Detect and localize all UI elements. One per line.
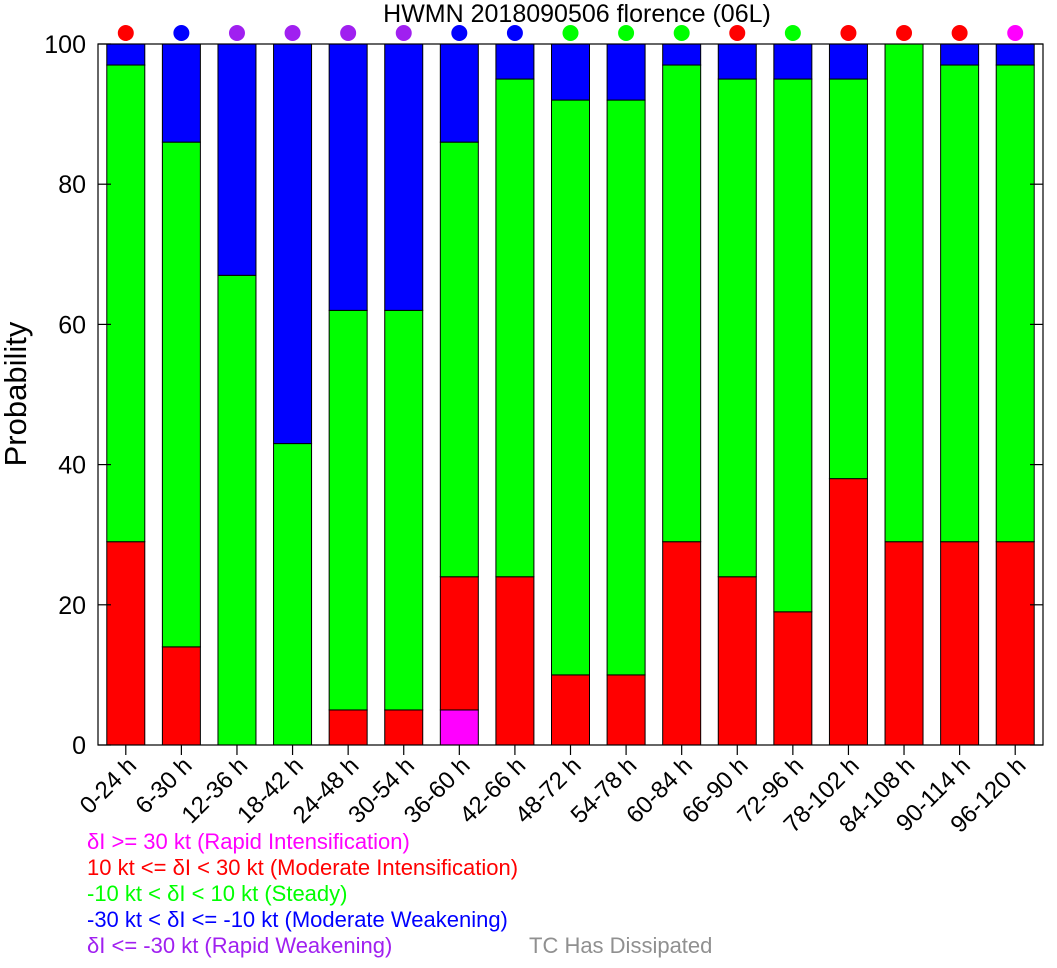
bar-segment — [995, 64, 1035, 543]
bar-segment — [828, 478, 868, 746]
bar-segment — [773, 611, 813, 746]
bar-segment — [328, 309, 368, 711]
y-tick-label: 100 — [44, 31, 86, 59]
legend-entry: δI <= -30 kt (Rapid Weakening) — [87, 933, 392, 958]
bar-segment — [439, 43, 479, 143]
top-marker — [1007, 25, 1024, 41]
bar-segment — [828, 43, 868, 80]
bar-segment — [161, 43, 201, 143]
bar-segment — [662, 43, 702, 66]
bar-segment — [106, 541, 146, 746]
top-marker — [395, 25, 412, 41]
bar-segment — [328, 43, 368, 311]
top-marker — [173, 25, 190, 41]
bar-segment — [606, 43, 646, 101]
bar-segment — [995, 541, 1035, 746]
top-marker — [562, 25, 579, 41]
legend-entry: -30 kt < δI <= -10 kt (Moderate Weakenin… — [87, 907, 508, 932]
top-marker — [951, 25, 968, 41]
legend: δI >= 30 kt (Rapid Intensification)10 kt… — [87, 829, 712, 958]
bar-segment — [828, 78, 868, 480]
top-marker — [896, 25, 913, 41]
bar-segment — [273, 43, 313, 445]
y-tick-label: 20 — [58, 592, 86, 620]
top-marker — [284, 25, 301, 41]
bar-segment — [606, 674, 646, 746]
y-tick-label: 0 — [72, 732, 86, 760]
top-marker — [840, 25, 857, 41]
bar-segment — [161, 141, 201, 648]
bar-segment — [551, 99, 590, 676]
bar-segment — [551, 674, 590, 746]
top-markers-layer — [117, 25, 1024, 41]
bar-segment — [384, 309, 424, 711]
bar-segment — [773, 43, 813, 80]
bar-segment — [717, 576, 757, 746]
bar-segment — [439, 576, 479, 711]
bar-segment — [940, 541, 980, 746]
bar-segment — [106, 64, 146, 543]
y-axis-label: Probability — [0, 321, 33, 466]
bar-segment — [273, 443, 313, 746]
bar-segment — [717, 78, 757, 578]
top-marker — [340, 25, 357, 41]
y-tick-label: 80 — [58, 171, 86, 199]
top-marker — [673, 25, 690, 41]
bar-segment — [106, 43, 146, 66]
bar-segment — [606, 99, 646, 676]
bar-segment — [328, 709, 368, 746]
bar-segment — [940, 64, 980, 543]
legend-entry: δI >= 30 kt (Rapid Intensification) — [87, 829, 410, 854]
bar-segment — [439, 141, 479, 578]
bar-segment — [884, 541, 924, 746]
top-marker — [451, 25, 468, 41]
top-marker — [117, 25, 134, 41]
legend-entry-dissipated: TC Has Dissipated — [529, 933, 712, 958]
bar-segment — [884, 43, 924, 543]
top-marker — [618, 25, 635, 41]
bar-segment — [161, 646, 201, 746]
bars-layer — [106, 43, 1035, 746]
legend-entry: 10 kt <= δI < 30 kt (Moderate Intensific… — [87, 855, 518, 880]
bar-segment — [717, 43, 757, 80]
bar-segment — [495, 78, 535, 578]
bar-segment — [217, 274, 257, 746]
bar-segment — [495, 576, 535, 746]
bar-segment — [384, 709, 424, 746]
bar-segment — [940, 43, 980, 66]
bar-segment — [217, 43, 257, 276]
bar-segment — [384, 43, 424, 311]
bar-segment — [995, 43, 1035, 66]
top-marker — [506, 25, 523, 41]
legend-entry: -10 kt < δI < 10 kt (Steady) — [87, 881, 347, 906]
y-tick-label: 60 — [58, 311, 86, 339]
bar-segment — [773, 78, 813, 613]
bar-segment — [495, 43, 535, 80]
top-marker — [784, 25, 801, 41]
bar-segment — [551, 43, 590, 101]
bar-segment — [662, 64, 702, 543]
bar-segment — [662, 541, 702, 746]
top-marker — [729, 25, 746, 41]
y-tick-label: 40 — [58, 452, 86, 480]
bar-segment — [439, 709, 479, 746]
x-tick-label: 0-24 h — [75, 752, 142, 819]
chart-title: HWMN 2018090506 florence (06L) — [383, 0, 771, 28]
top-marker — [228, 25, 245, 41]
